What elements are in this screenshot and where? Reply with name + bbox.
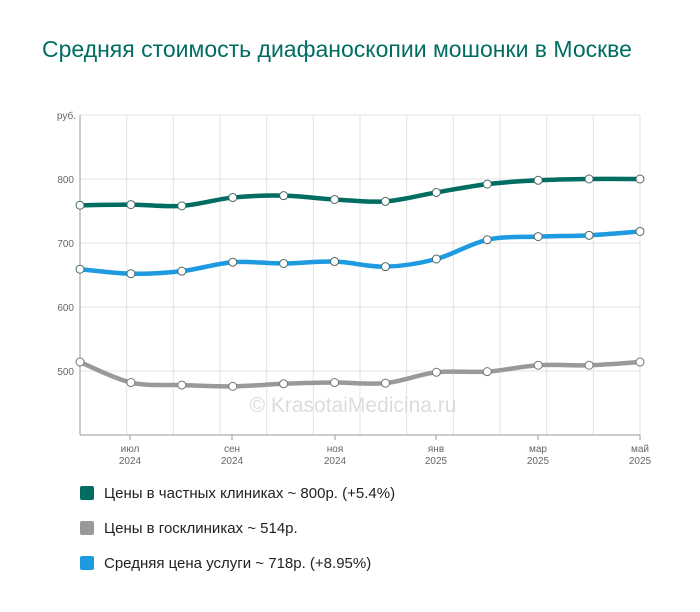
legend-label: Средняя цена услуги ~ 718р. (+8.95%) — [104, 554, 372, 572]
legend-label: Цены в частных клиниках ~ 800р. (+5.4%) — [104, 484, 396, 502]
data-point — [228, 381, 238, 391]
legend-swatch — [80, 556, 94, 570]
x-tick-label-year: 2025 — [629, 456, 652, 467]
grid — [79, 114, 641, 435]
data-point — [635, 226, 645, 236]
data-point — [533, 360, 543, 370]
data-point — [380, 196, 390, 206]
x-tick-label: сен — [224, 444, 240, 455]
x-tick-label: ноя — [327, 444, 344, 455]
axes — [79, 115, 640, 436]
data-point — [279, 191, 289, 201]
data-point — [431, 187, 441, 197]
data-point — [380, 378, 390, 388]
data-point — [177, 201, 187, 211]
y-tick-label: 700 — [57, 239, 74, 250]
legend-swatch — [80, 486, 94, 500]
data-point — [330, 194, 340, 204]
legend: Цены в частных клиниках ~ 800р. (+5.4%) … — [80, 484, 395, 589]
data-point — [584, 230, 594, 240]
data-point — [75, 357, 85, 367]
x-tick-label: мар — [529, 444, 547, 455]
data-point — [635, 174, 645, 184]
data-point — [279, 258, 289, 268]
data-point — [533, 232, 543, 242]
data-point — [533, 175, 543, 185]
chart-title: Средняя стоимость диафаноскопии мошонки … — [42, 36, 632, 62]
data-point — [380, 262, 390, 272]
x-tick-label-year: 2024 — [119, 456, 142, 467]
data-point — [482, 367, 492, 377]
series-points — [75, 174, 645, 391]
y-axis-label: руб. — [57, 110, 76, 122]
data-point — [228, 193, 238, 203]
y-tick-label: 600 — [57, 303, 74, 314]
data-point — [584, 174, 594, 184]
data-point — [584, 360, 594, 370]
data-point — [279, 379, 289, 389]
x-tick-label: май — [631, 444, 649, 455]
y-tick-labels: 500 600 700 800 — [57, 175, 74, 378]
data-point — [635, 357, 645, 367]
data-point — [75, 200, 85, 210]
data-point — [177, 380, 187, 390]
data-point — [75, 264, 85, 274]
data-point — [330, 257, 340, 267]
x-tick-label-year: 2025 — [425, 456, 448, 467]
data-point — [126, 200, 136, 210]
y-tick-label: 500 — [57, 367, 74, 378]
x-tick-label: янв — [428, 444, 444, 455]
data-point — [228, 257, 238, 267]
x-tick-label: июл — [121, 444, 140, 455]
x-tick-label-year: 2024 — [324, 456, 347, 467]
data-point — [431, 367, 441, 377]
legend-item-private[interactable]: Цены в частных клиниках ~ 800р. (+5.4%) — [80, 484, 395, 502]
data-point — [431, 254, 441, 264]
data-point — [330, 378, 340, 388]
x-tick-label-year: 2025 — [527, 456, 550, 467]
data-point — [126, 269, 136, 279]
x-tick-label-year: 2024 — [221, 456, 244, 467]
watermark: © KrasotaiMedicina.ru — [250, 394, 457, 417]
y-tick-label: 800 — [57, 175, 74, 186]
legend-label: Цены в госклиниках ~ 514р. — [104, 519, 298, 537]
data-point — [482, 179, 492, 189]
legend-item-average[interactable]: Средняя цена услуги ~ 718р. (+8.95%) — [80, 554, 395, 572]
data-point — [482, 235, 492, 245]
data-point — [126, 378, 136, 388]
legend-item-public[interactable]: Цены в госклиниках ~ 514р. — [80, 519, 395, 537]
data-point — [177, 266, 187, 276]
x-tick-labels: июл2024сен2024ноя2024янв2025мар2025май20… — [119, 435, 652, 467]
legend-swatch — [80, 521, 94, 535]
